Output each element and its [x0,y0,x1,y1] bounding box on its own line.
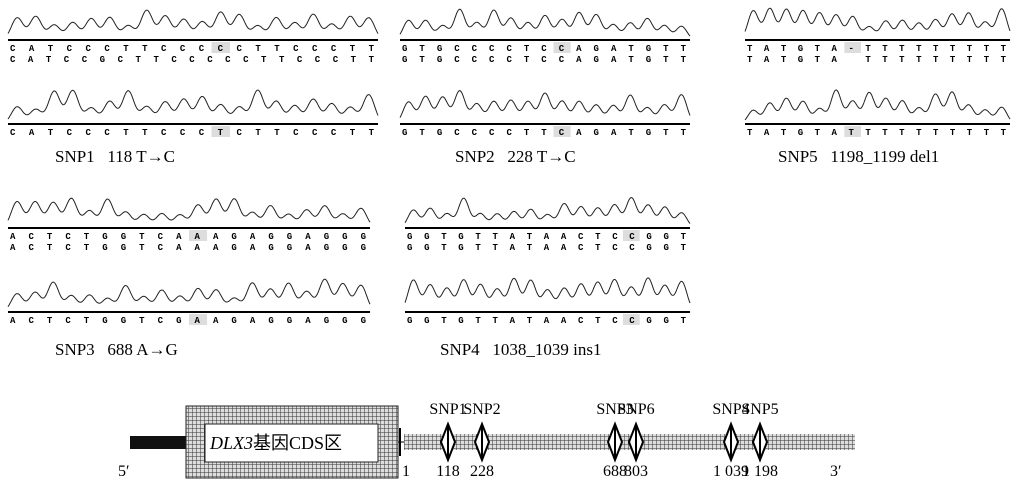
snp-name: SNP1 [429,401,466,418]
chromatogram [745,8,1010,31]
snp-position: 228 [470,463,494,480]
snp-position: 803 [624,463,648,480]
chromatogram [8,90,378,119]
sequence: GGTGTTATAACTCCGGT [407,243,687,253]
snp-name: SNP2 [463,401,500,418]
start-label: 1 [402,463,410,480]
chromatogram [405,198,690,224]
upstream-bar [130,436,186,449]
sequence: GTGCCCCTCCAGATGTT [402,44,687,54]
chromatogram [400,91,690,118]
snp-name: SNP5 [741,401,778,418]
sequence: ACTCTGGTCGAAGAGGAGGG [10,316,366,326]
sequence: ACTCTGGTCAAAGAGGAGGG [10,232,366,242]
sequence: TATGTA TTTTTTTTT [747,55,1007,65]
caption: SNP2 228 T→C [455,147,576,166]
caption: SNP4 1038_1039 ins1 [440,340,602,359]
chromatogram [745,90,1010,120]
sequence: CATCCCTTCCCTCTTCCCTT [10,128,375,138]
five-prime: 5′ [118,463,130,480]
sequence: GTGCCCCTCCAGATGTT [402,55,687,65]
cds-label: DLX3基因CDS区 [209,433,342,453]
figure: DLX3基因CDS区 5′ 3′ 1 CATCCCTTCCCCCTTCCCTTC… [0,0,1020,485]
gene-name: DLX3 [209,433,253,453]
snp-position: 1 198 [742,463,778,480]
sequence: CATCCGCTTCCCCCTTCCCTT [10,55,375,65]
chromatogram [8,279,370,307]
three-prime: 3′ [830,463,842,480]
sequence: GTGCCCCTTCAGATGTT [402,128,687,138]
sequence: GGTGTTATAACTCCGGT [407,316,687,326]
caption: SNP5 1198_1199 del1 [778,147,939,166]
sequence: ACTCTGGTCAAAGAGGAGGG [10,243,366,253]
chromatogram [8,198,370,222]
sequence: GGTGTTATAACTCCGGT [407,232,687,242]
caption: SNP3 688 A→G [55,340,178,359]
sequence: TATGTA-TTTTTTTTT [747,44,1007,54]
chromatogram [400,9,690,36]
snp-name: SNP6 [617,401,654,418]
chromatogram [405,278,690,303]
caption: SNP1 118 T→C [55,147,175,166]
chromatogram [8,10,378,33]
sequence: TATGTATTTTTTTTTT [747,128,1007,138]
snp-position: 118 [436,463,459,480]
region-text: 基因CDS区 [253,433,342,453]
sequence: CATCCCTTCCCCCTTCCCTT [10,44,375,54]
